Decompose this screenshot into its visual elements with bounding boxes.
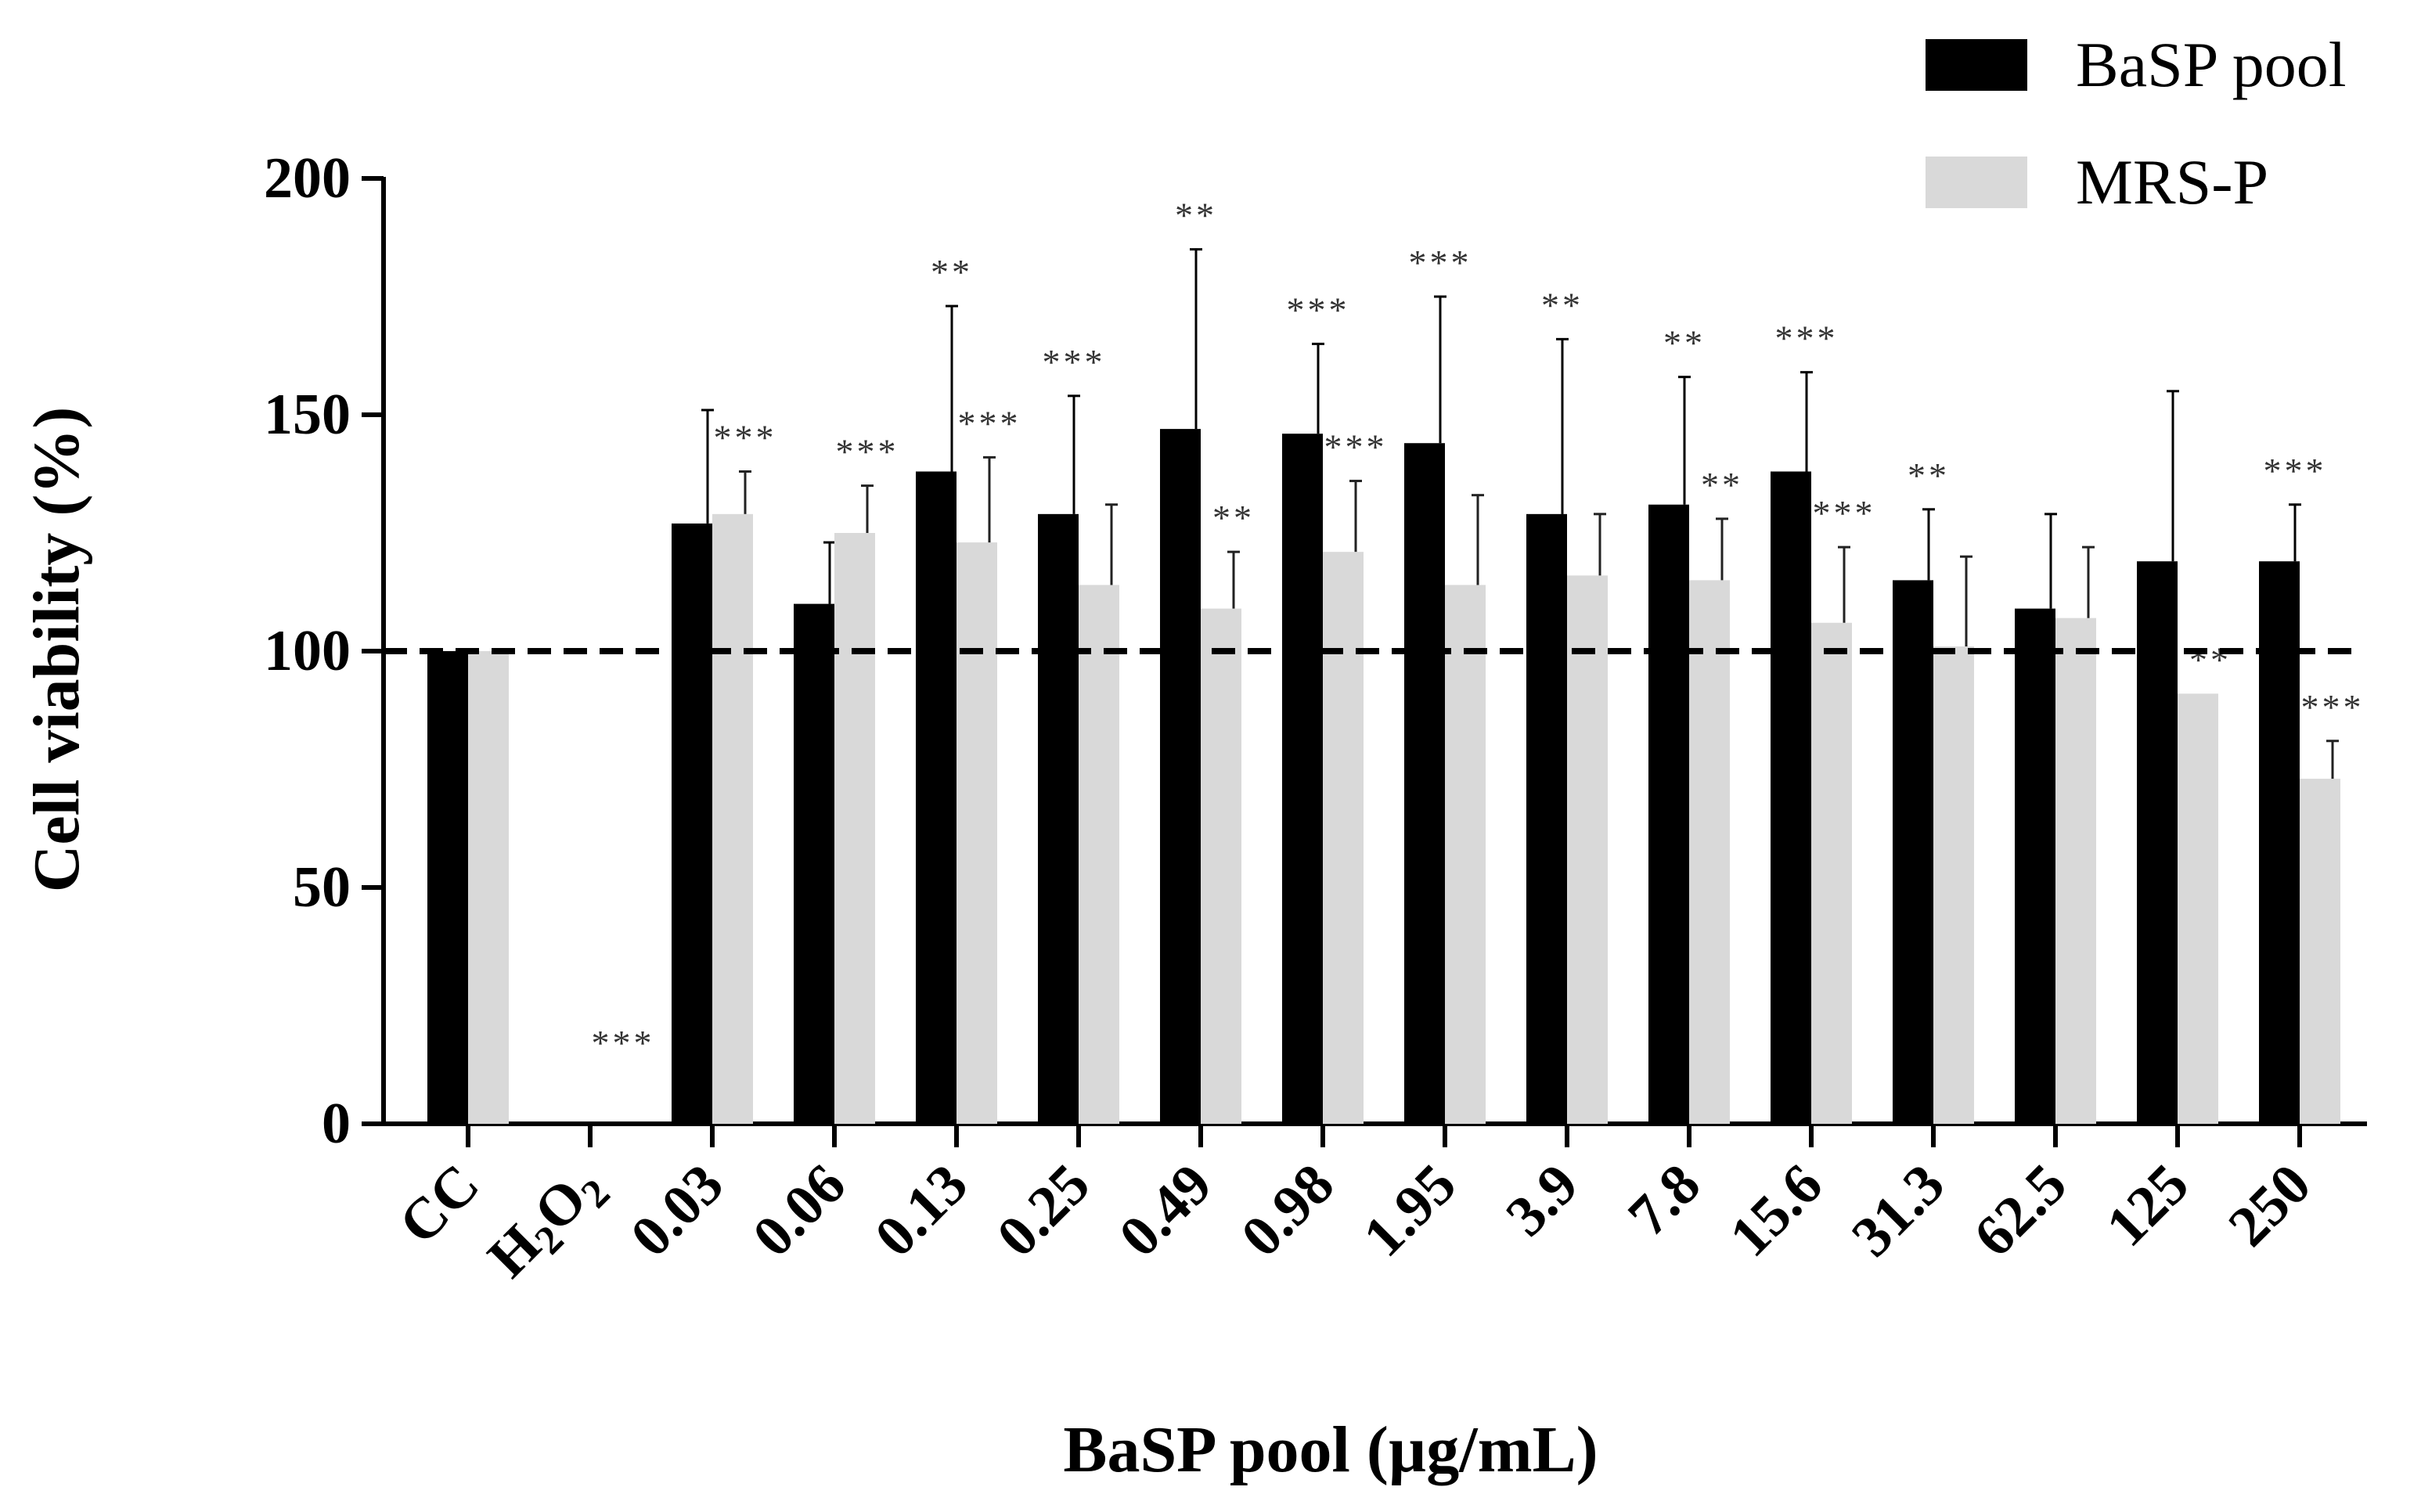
legend-label-basp: BaSP pool xyxy=(2076,29,2347,100)
bar-basp xyxy=(2015,608,2055,1124)
x-tick-label: 1.95 xyxy=(1351,1152,1468,1269)
bar-mrsp xyxy=(1933,646,1974,1124)
x-tick-label: 7.8 xyxy=(1616,1152,1713,1248)
bar-basp xyxy=(1160,429,1201,1124)
legend-swatch-basp xyxy=(1926,39,2027,91)
bar-basp xyxy=(1648,504,1689,1124)
y-axis-label: Cell viability (%) xyxy=(20,407,93,893)
x-tick-label: 250 xyxy=(2217,1152,2323,1258)
bar-mrsp xyxy=(1323,552,1364,1124)
bar-basp xyxy=(1893,580,1933,1124)
significance-label: *** xyxy=(1287,290,1350,329)
x-tick-label: 62.5 xyxy=(1962,1152,2079,1269)
bar-basp xyxy=(672,523,712,1124)
significance-label: *** xyxy=(1409,243,1472,283)
legend-label-mrsp: MRS-P xyxy=(2076,146,2268,218)
significance-label: ** xyxy=(1175,196,1217,236)
significance-label: *** xyxy=(1813,493,1876,533)
x-tick-label: 31.3 xyxy=(1839,1152,1957,1269)
bar-basp xyxy=(1282,434,1323,1124)
significance-label: *** xyxy=(2264,451,2327,491)
x-tick-label: 3.9 xyxy=(1494,1152,1591,1248)
bar-mrsp xyxy=(2300,779,2340,1124)
significance-label: *** xyxy=(836,432,899,472)
x-axis-label: BaSP pool (µg/mL) xyxy=(1063,1413,1598,1486)
bar-mrsp xyxy=(2178,693,2218,1124)
x-tick-label: 0.03 xyxy=(618,1152,736,1269)
x-tick-label: 125 xyxy=(2095,1152,2201,1258)
x-tick-label: 0.49 xyxy=(1107,1152,1224,1269)
x-tick-label: 15.6 xyxy=(1717,1152,1835,1269)
bar-mrsp xyxy=(468,651,509,1124)
bar-basp xyxy=(1771,471,1811,1124)
y-tick-label: 0 xyxy=(322,1092,351,1156)
x-tick-label: CC xyxy=(387,1152,492,1257)
significance-label: ** xyxy=(931,252,973,292)
bar-basp xyxy=(2137,561,2178,1124)
significance-label: ** xyxy=(1212,498,1255,538)
bar-mrsp xyxy=(712,513,753,1124)
bar-mrsp xyxy=(834,533,875,1124)
y-tick-label: 50 xyxy=(293,855,351,920)
significance-label: ** xyxy=(1663,323,1706,363)
bar-basp xyxy=(1404,443,1445,1124)
bar-mrsp xyxy=(957,542,997,1124)
significance-label: *** xyxy=(1043,342,1106,382)
bar-basp xyxy=(2259,561,2300,1124)
significance-label: ** xyxy=(1908,455,1950,495)
significance-label: *** xyxy=(1324,427,1388,467)
bar-mrsp xyxy=(1201,608,1241,1124)
significance-label: *** xyxy=(2301,687,2365,727)
bar-mrsp xyxy=(1445,585,1486,1124)
significance-label: ** xyxy=(1701,465,1743,505)
significance-label: *** xyxy=(1775,319,1839,358)
y-tick-label: 200 xyxy=(264,146,351,211)
x-tick-label: 0.13 xyxy=(863,1152,980,1269)
bar-basp xyxy=(1526,513,1567,1124)
x-tick-label: 0.98 xyxy=(1229,1152,1346,1269)
significance-label: *** xyxy=(592,1023,655,1063)
bar-mrsp xyxy=(1689,580,1730,1124)
significance-label: ** xyxy=(1541,285,1583,325)
significance-label: ** xyxy=(2189,639,2232,679)
bar-mrsp xyxy=(1079,585,1119,1124)
bar-mrsp xyxy=(1811,622,1852,1124)
x-tick-label: 0.25 xyxy=(985,1152,1102,1269)
y-tick-label: 150 xyxy=(264,383,351,447)
plot-area: 050100150200CC***H2O2***0.03***0.06*****… xyxy=(264,146,2367,1295)
bar-basp xyxy=(916,471,957,1124)
significance-label: *** xyxy=(714,417,777,457)
bar-mrsp xyxy=(2055,617,2096,1124)
bar-basp xyxy=(1038,513,1079,1124)
bar-basp xyxy=(794,603,834,1124)
x-tick-label: H2O2 xyxy=(476,1152,619,1295)
bar-basp xyxy=(427,651,468,1124)
bar-mrsp xyxy=(1567,575,1608,1124)
significance-label: *** xyxy=(958,403,1021,443)
legend: BaSP pool MRS-P xyxy=(1926,29,2347,218)
legend-swatch-mrsp xyxy=(1926,157,2027,208)
x-tick-label: 0.06 xyxy=(740,1152,858,1269)
y-tick-label: 100 xyxy=(264,619,351,683)
